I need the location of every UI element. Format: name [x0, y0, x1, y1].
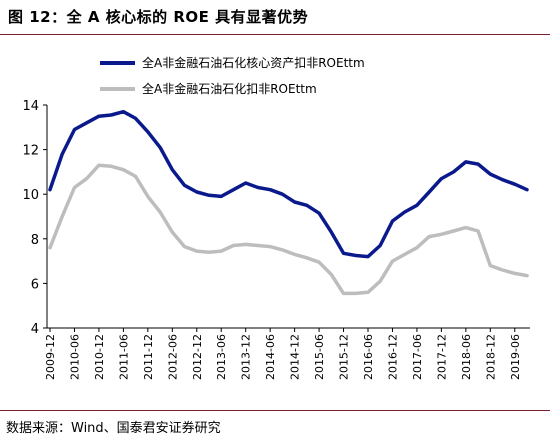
x-tick-label: 2010-06	[68, 334, 81, 380]
x-tick-label: 2012-12	[191, 334, 204, 380]
source-note: 数据来源：Wind、国泰君安证券研究	[6, 421, 221, 436]
x-tick-label: 2015-06	[313, 334, 326, 380]
x-tick-label: 2013-12	[240, 334, 253, 380]
x-tick-label: 2011-12	[142, 334, 155, 380]
x-tick-label: 2009-12	[44, 334, 57, 380]
line-chart: 全A非金融石油石化核心资产扣非ROEttm 全A非金融石油石化扣非ROEttm …	[22, 55, 530, 380]
x-tick-label: 2017-12	[435, 334, 448, 380]
y-tick-label: 6	[31, 277, 39, 292]
source-bar: 数据来源：Wind、国泰君安证券研究	[0, 410, 550, 442]
series-line-core	[48, 109, 529, 259]
x-tick-label: 2017-06	[411, 334, 424, 380]
x-tick-label: 2018-06	[460, 334, 473, 380]
y-tick-label: 12	[22, 144, 39, 159]
figure-title: 图 12：全 A 核心标的 ROE 具有显著优势	[8, 8, 309, 26]
x-tick-label: 2013-06	[215, 334, 228, 380]
x-tick-label: 2015-12	[338, 334, 351, 380]
x-tick-label: 2012-06	[166, 334, 179, 380]
chart-legend: 全A非金融石油石化核心资产扣非ROEttm 全A非金融石油石化扣非ROEttm	[100, 55, 365, 96]
x-tick-label: 2010-12	[93, 334, 106, 380]
x-tick-label: 2014-06	[264, 334, 277, 380]
legend-label-core: 全A非金融石油石化核心资产扣非ROEttm	[142, 55, 365, 70]
x-tick-label: 2014-12	[289, 334, 302, 380]
legend-label-all: 全A非金融石油石化扣非ROEttm	[142, 81, 317, 96]
series-line-all	[48, 163, 529, 296]
y-tick-label: 14	[22, 99, 39, 114]
x-tick-label: 2019-06	[509, 334, 522, 380]
y-tick-label: 10	[22, 188, 39, 203]
x-tick-label: 2018-12	[484, 334, 497, 380]
x-tick-label: 2011-06	[117, 334, 130, 380]
x-tick-label: 2016-06	[362, 334, 375, 380]
plot-area	[48, 109, 529, 296]
chart-axes: 4 6 8 10 12 14 2009-12 2010-06 2010-12 2011-06 201…	[22, 99, 530, 380]
y-tick-label: 8	[31, 233, 39, 248]
y-tick-label: 4	[31, 322, 39, 337]
x-tick-label: 2016-12	[386, 334, 399, 380]
figure-title-bar: 图 12：全 A 核心标的 ROE 具有显著优势	[0, 0, 550, 35]
